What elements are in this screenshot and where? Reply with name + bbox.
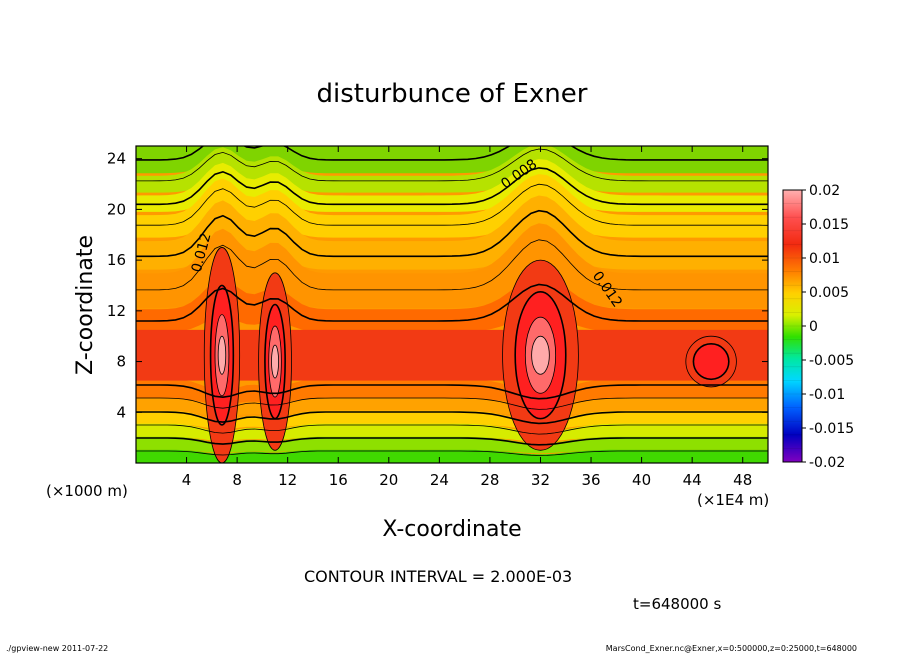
x-tick-label: 40 xyxy=(632,471,651,489)
contour-line xyxy=(136,397,768,410)
y-tick-label: 12 xyxy=(107,302,126,320)
y-tick-label: 24 xyxy=(107,150,126,168)
field-band xyxy=(136,275,768,333)
contour-line xyxy=(136,424,768,435)
feature-contour xyxy=(531,335,550,375)
x-unit-left: (×1000 m) xyxy=(46,482,128,500)
colorbar-tick-label: -0.01 xyxy=(809,387,845,403)
contour-line xyxy=(136,148,768,182)
colorbar-tick-label: 0.015 xyxy=(809,217,849,233)
x-tick-label: 12 xyxy=(278,471,297,489)
y-tick-label: 20 xyxy=(107,200,126,218)
field-band xyxy=(136,146,768,193)
contour-line xyxy=(136,437,768,446)
colorbar-tick-label: 0.005 xyxy=(809,285,849,301)
contour-line xyxy=(136,384,768,400)
y-axis: 4 8 12 16 20 24 xyxy=(107,150,768,421)
field-band xyxy=(136,223,768,308)
time-label: t=648000 s xyxy=(633,595,721,613)
field-band xyxy=(136,449,768,463)
field-layer xyxy=(136,146,768,463)
y-axis-label: Z-coordinate xyxy=(73,235,98,375)
x-axis: 4 8 12 16 20 24 28 32 36 40 44 48 xyxy=(182,146,752,489)
y-tick-label: 16 xyxy=(107,251,126,269)
x-tick-label: 24 xyxy=(430,471,449,489)
contour-line xyxy=(136,146,768,161)
plot-frame xyxy=(135,145,769,464)
x-unit-right: (×1E4 m) xyxy=(697,491,769,509)
y-tick-label: 8 xyxy=(116,353,126,371)
y-tick-label: 4 xyxy=(116,403,126,421)
contour-line xyxy=(136,167,768,206)
x-tick-label: 44 xyxy=(683,471,702,489)
x-tick-label: 36 xyxy=(581,471,600,489)
x-tick-label: 8 xyxy=(232,471,242,489)
contour-line xyxy=(136,283,768,322)
footer-right: MarsCond_Exner.nc@Exner,x=0:500000,z=0:2… xyxy=(606,644,857,653)
x-tick-label: 48 xyxy=(733,471,752,489)
contour-line xyxy=(136,450,768,456)
field-band xyxy=(136,436,768,454)
contour-line xyxy=(136,183,768,226)
colorbar-fill xyxy=(783,190,802,462)
contour-interval: CONTOUR INTERVAL = 2.000E-03 xyxy=(304,567,572,586)
footer-left: ./gpview-new 2011-07-22 xyxy=(6,644,108,653)
colorbar-tick-label: -0.005 xyxy=(809,353,854,369)
colorbar-tick-label: -0.015 xyxy=(809,421,854,437)
contour-line xyxy=(136,209,768,258)
contour-line xyxy=(136,411,768,425)
field-band xyxy=(136,398,768,418)
x-tick-label: 28 xyxy=(480,471,499,489)
chart-title: disturbunce of Exner xyxy=(317,79,588,109)
field-band xyxy=(136,195,768,270)
field-band xyxy=(136,329,768,381)
x-tick-label: 32 xyxy=(531,471,550,489)
colorbar-tick-label: 0.01 xyxy=(809,251,840,267)
x-tick-label: 20 xyxy=(379,471,398,489)
colorbar-tick-label: 0.02 xyxy=(809,183,840,199)
contour-line xyxy=(136,239,768,291)
feature-contour xyxy=(271,344,279,379)
feature-contour xyxy=(692,343,730,381)
field-band xyxy=(136,174,768,238)
colorbar-tick-label: 0 xyxy=(809,319,818,335)
x-tick-label: 16 xyxy=(329,471,348,489)
feature-contour xyxy=(217,335,227,375)
colorbar: 0.02 0.015 0.01 0.005 0 -0.005 -0.01 -0.015 -0.0… xyxy=(782,183,854,471)
colorbar-tick-label: -0.02 xyxy=(809,455,845,471)
x-tick-label: 4 xyxy=(182,471,192,489)
x-axis-label: X-coordinate xyxy=(382,517,521,542)
field-band xyxy=(136,159,768,212)
